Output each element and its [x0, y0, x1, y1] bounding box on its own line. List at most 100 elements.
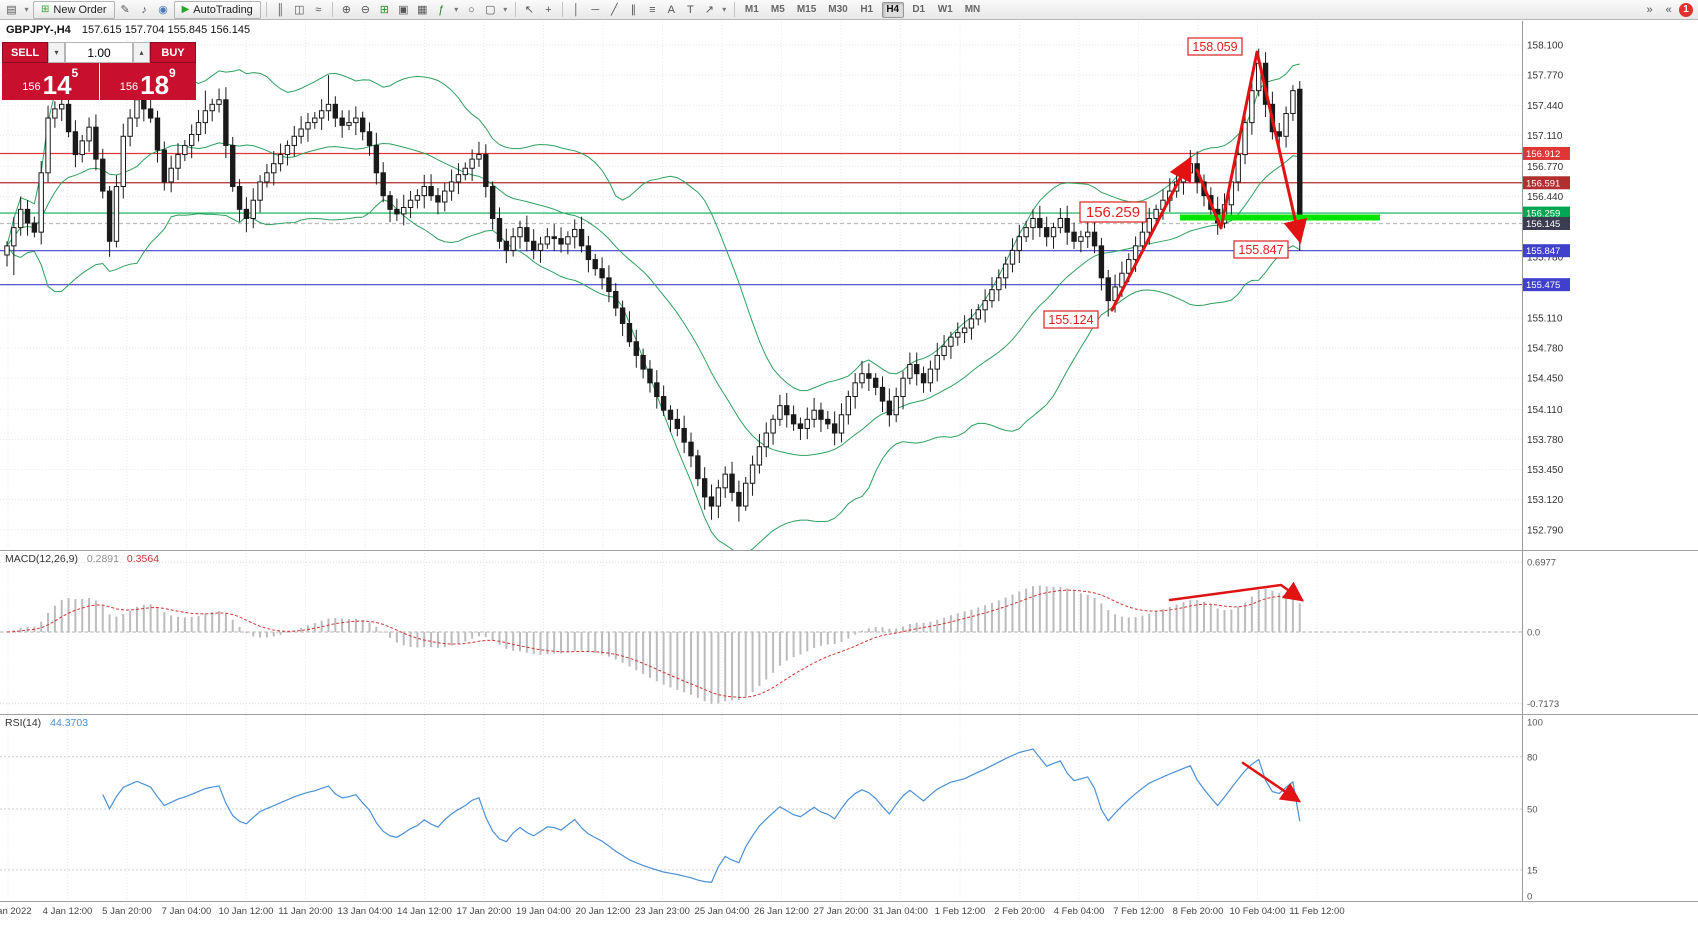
main-chart-window[interactable] [0, 48, 1522, 554]
svg-text:155.780: 155.780 [1527, 252, 1564, 263]
svg-text:4 Jan 2022: 4 Jan 2022 [0, 906, 32, 917]
fibonacci-icon[interactable]: ≡ [649, 3, 656, 16]
autotrading-button[interactable]: ▶ AutoTrading [173, 0, 261, 19]
svg-text:10 Feb 04:00: 10 Feb 04:00 [1230, 906, 1286, 917]
svg-text:17 Jan 20:00: 17 Jan 20:00 [457, 906, 512, 917]
timeframe-m5-button[interactable]: M5 [767, 2, 789, 18]
auto-scroll-icon[interactable]: » [1646, 3, 1653, 16]
rsi-window[interactable] [0, 748, 1522, 883]
periods-icon[interactable]: ○ [467, 3, 475, 16]
svg-text:11 Jan 20:00: 11 Jan 20:00 [278, 906, 332, 917]
svg-text:156.912: 156.912 [1526, 149, 1560, 160]
svg-text:152.790: 152.790 [1527, 525, 1564, 536]
svg-text:4 Jan 12:00: 4 Jan 12:00 [43, 906, 93, 917]
svg-text:2 Feb 20:00: 2 Feb 20:00 [994, 906, 1045, 917]
timeframe-m1-button[interactable]: M1 [741, 2, 763, 18]
cascade-windows-icon[interactable]: ▣ [398, 4, 409, 16]
price-annotation-box[interactable] [1233, 240, 1289, 259]
timeframe-m30-button[interactable]: M30 [824, 2, 851, 18]
trend-arrow[interactable] [1195, 50, 1308, 244]
svg-text:0: 0 [1527, 892, 1532, 903]
chart-title: GBPJPY-,H4 157.615 157.704 155.845 156.1… [6, 24, 250, 36]
trendline-icon[interactable]: ╱ [611, 4, 618, 16]
arrows-dropdown-icon[interactable]: ▾ [722, 5, 727, 14]
trend-arrow[interactable] [1168, 581, 1305, 602]
toolbar-separator [733, 2, 735, 17]
line-chart-icon[interactable]: ≈ [315, 3, 322, 16]
buy-button[interactable]: BUY [150, 42, 196, 63]
volume-down-button[interactable]: ▾ [48, 42, 65, 63]
sell-price[interactable]: 156 14 5 [2, 63, 99, 100]
svg-text:15: 15 [1527, 865, 1538, 876]
arrows-tool-icon[interactable]: ↗ [704, 4, 714, 16]
chart-shift-icon[interactable]: « [1665, 3, 1672, 16]
candlestick-chart-icon[interactable]: ◫ [294, 4, 305, 16]
chart-list-dropdown-icon[interactable]: ▾ [24, 5, 29, 14]
svg-text:0.0: 0.0 [1527, 628, 1540, 639]
vertical-line-icon[interactable]: │ [572, 3, 580, 16]
svg-text:4 Feb 04:00: 4 Feb 04:00 [1054, 906, 1105, 917]
buy-price-main: 18 [140, 70, 170, 100]
cursor-icon[interactable]: ↖ [524, 4, 534, 16]
price-annotation-box[interactable] [1187, 37, 1243, 56]
timeframe-w1-button[interactable]: W1 [934, 2, 957, 18]
notifications-badge[interactable]: 1 [1679, 2, 1693, 17]
svg-text:27 Jan 20:00: 27 Jan 20:00 [814, 906, 869, 917]
new-chart-icon[interactable]: ▤ [6, 4, 17, 16]
timeframe-m15-button[interactable]: M15 [793, 2, 820, 18]
svg-text:20 Jan 12:00: 20 Jan 12:00 [576, 906, 631, 917]
templates-dropdown-icon[interactable]: ▾ [503, 5, 508, 14]
svg-text:10 Jan 12:00: 10 Jan 12:00 [219, 906, 274, 917]
svg-text:157.770: 157.770 [1527, 71, 1564, 82]
main-toolbar: ▤ ▾ ⊞ New Order ✎ ♪ ◉ ▶ AutoTrading ║ ◫ ≈ ⊕ ⊖ ⊞ ▣ ▦ ƒ ▾ ○ ▢ ▾… [0, 0, 1698, 20]
grid-lines: 4 Jan 2022 4 Jan 12:00 5 Jan 20:00 7 Jan 04… [0, 22, 1564, 917]
svg-text:153.120: 153.120 [1527, 495, 1564, 506]
indicators-dropdown-icon[interactable]: ▾ [454, 5, 459, 14]
one-click-trading-panel: SELL ▾ ▴ BUY 156 14 5 156 18 9 [2, 42, 196, 100]
volume-up-button[interactable]: ▴ [133, 42, 150, 63]
text-label-icon[interactable]: T [686, 3, 694, 16]
svg-text:155.847: 155.847 [1238, 243, 1283, 257]
community-icon[interactable]: ◉ [158, 4, 168, 16]
timeframe-mn-button[interactable]: MN [961, 2, 985, 18]
alerts-icon[interactable]: ♪ [141, 3, 147, 16]
bar-chart-icon[interactable]: ║ [276, 3, 285, 16]
macd-window[interactable] [0, 561, 1522, 705]
macd-label: MACD(12,26,9) 0.2891 0.3564 [5, 553, 159, 565]
volume-input[interactable] [65, 42, 133, 63]
sell-button[interactable]: SELL [2, 42, 48, 63]
metaeditor-icon[interactable]: ✎ [120, 4, 130, 16]
price-annotation-box[interactable] [1079, 201, 1147, 223]
toolbar-separator [514, 2, 516, 17]
autotrading-icon: ▶ [181, 4, 190, 15]
indicators-icon[interactable]: ƒ [438, 3, 445, 16]
price-annotation-box[interactable] [1043, 310, 1099, 329]
trend-arrow[interactable] [1110, 156, 1192, 312]
text-icon[interactable]: A [667, 3, 675, 16]
zoom-out-icon[interactable]: ⊖ [360, 4, 370, 16]
timeframe-d1-button[interactable]: D1 [908, 2, 930, 18]
templates-icon[interactable]: ▢ [485, 4, 496, 16]
timeframe-h4-button[interactable]: H4 [881, 1, 904, 18]
sell-price-pip: 5 [71, 66, 79, 80]
rsi-value: 44.3703 [50, 717, 89, 729]
zoom-in-icon[interactable]: ⊕ [341, 4, 351, 16]
timeframe-h1-button[interactable]: H1 [856, 2, 878, 18]
trend-arrow[interactable] [1241, 761, 1302, 803]
macd-value-main: 0.2891 [86, 553, 119, 565]
svg-text:-0.7173: -0.7173 [1527, 699, 1559, 710]
equidistant-channel-icon[interactable]: ∥ [630, 4, 637, 16]
macd-name: MACD(12,26,9) [5, 553, 78, 565]
svg-text:154.780: 154.780 [1527, 344, 1564, 355]
crosshair-icon[interactable]: + [545, 3, 552, 16]
svg-text:26 Jan 12:00: 26 Jan 12:00 [754, 906, 809, 917]
horizontal-line-icon[interactable]: ─ [591, 3, 600, 16]
tile-windows-icon[interactable]: ⊞ [379, 4, 389, 16]
svg-text:5 Jan 20:00: 5 Jan 20:00 [102, 906, 152, 917]
arrange-windows-icon[interactable]: ▦ [417, 4, 428, 16]
new-order-button[interactable]: ⊞ New Order [33, 0, 115, 19]
svg-text:1 Feb 12:00: 1 Feb 12:00 [935, 906, 986, 917]
buy-price[interactable]: 156 18 9 [100, 63, 197, 100]
